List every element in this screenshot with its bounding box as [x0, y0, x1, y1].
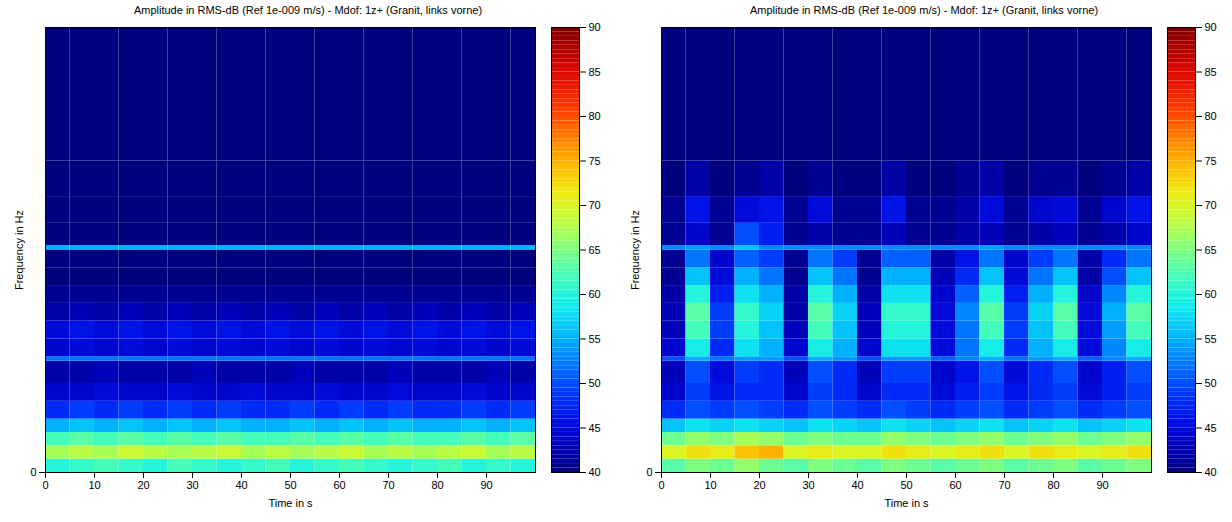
svg-text:45: 45	[589, 422, 601, 434]
svg-text:30: 30	[802, 479, 814, 491]
svg-text:55: 55	[589, 333, 601, 345]
svg-text:70: 70	[382, 479, 394, 491]
svg-text:0: 0	[42, 479, 48, 491]
svg-text:90: 90	[1096, 479, 1108, 491]
svg-text:80: 80	[589, 110, 601, 122]
svg-text:30: 30	[186, 479, 198, 491]
svg-text:80: 80	[431, 479, 443, 491]
svg-text:10: 10	[704, 479, 716, 491]
svg-text:90: 90	[1205, 21, 1217, 33]
svg-text:65: 65	[1205, 244, 1217, 256]
svg-text:20: 20	[137, 479, 149, 491]
svg-text:Frequency in Hz: Frequency in Hz	[13, 210, 25, 290]
svg-text:50: 50	[589, 377, 601, 389]
svg-text:40: 40	[589, 466, 601, 478]
svg-text:60: 60	[589, 288, 601, 300]
svg-text:65: 65	[589, 244, 601, 256]
svg-text:80: 80	[1205, 110, 1217, 122]
svg-text:Time in s: Time in s	[268, 497, 313, 509]
svg-text:60: 60	[1205, 288, 1217, 300]
svg-text:50: 50	[900, 479, 912, 491]
svg-text:75: 75	[589, 155, 601, 167]
svg-text:85: 85	[589, 66, 601, 78]
svg-text:10: 10	[88, 479, 100, 491]
svg-text:85: 85	[1205, 66, 1217, 78]
svg-text:0: 0	[646, 466, 652, 478]
svg-text:55: 55	[1205, 333, 1217, 345]
svg-text:80: 80	[1047, 479, 1059, 491]
html-text:Amplitude in RMS-dB (Ref 1e-00: Amplitude in RMS-dB (Ref 1e-009 m/s) - M…	[133, 4, 483, 16]
svg-text:70: 70	[589, 199, 601, 211]
svg-text:0: 0	[30, 466, 36, 478]
svg-text:70: 70	[998, 479, 1010, 491]
svg-text:90: 90	[480, 479, 492, 491]
svg-text:50: 50	[284, 479, 296, 491]
svg-text:90: 90	[589, 21, 601, 33]
html-text:Amplitude in RMS-dB (Ref 1e-00: Amplitude in RMS-dB (Ref 1e-009 m/s) - M…	[749, 4, 1099, 16]
svg-text:75: 75	[1205, 155, 1217, 167]
svg-text:60: 60	[949, 479, 961, 491]
svg-text:20: 20	[753, 479, 765, 491]
svg-text:40: 40	[851, 479, 863, 491]
svg-text:Time in s: Time in s	[884, 497, 929, 509]
svg-text:60: 60	[333, 479, 345, 491]
svg-text:70: 70	[1205, 199, 1217, 211]
svg-text:45: 45	[1205, 422, 1217, 434]
svg-text:Frequency in Hz: Frequency in Hz	[629, 210, 641, 290]
svg-text:0: 0	[658, 479, 664, 491]
svg-text:40: 40	[235, 479, 247, 491]
svg-text:50: 50	[1205, 377, 1217, 389]
svg-text:40: 40	[1205, 466, 1217, 478]
